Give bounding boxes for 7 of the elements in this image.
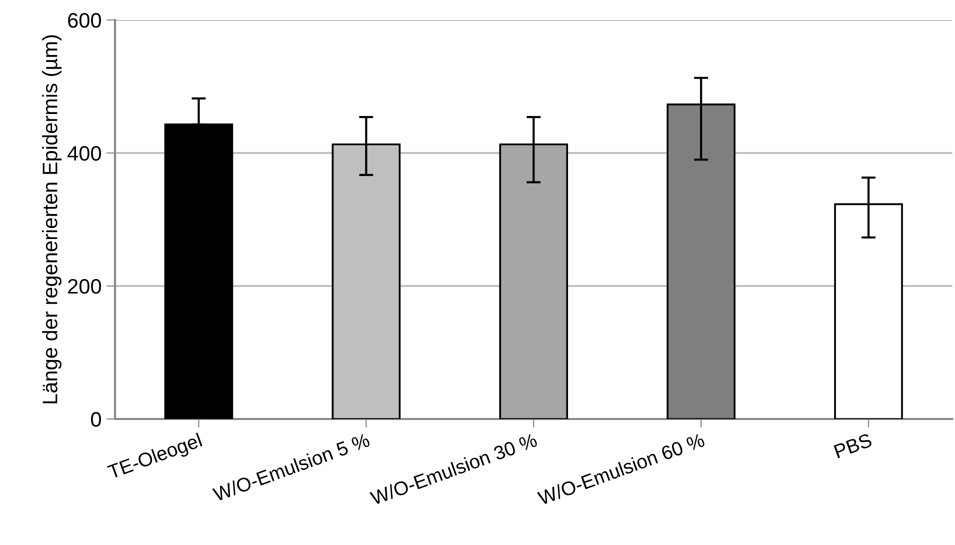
y-tick-label: 600 (68, 13, 101, 28)
y-axis-title: Länge der regenerierten Epidermis (µm) (42, 35, 62, 404)
bar (164, 124, 234, 419)
x-tick-label: PBS (834, 432, 873, 458)
y-tick-label: 200 (68, 279, 101, 294)
y-tick-label: 0 (91, 412, 101, 427)
y-tick-label: 400 (68, 146, 101, 161)
